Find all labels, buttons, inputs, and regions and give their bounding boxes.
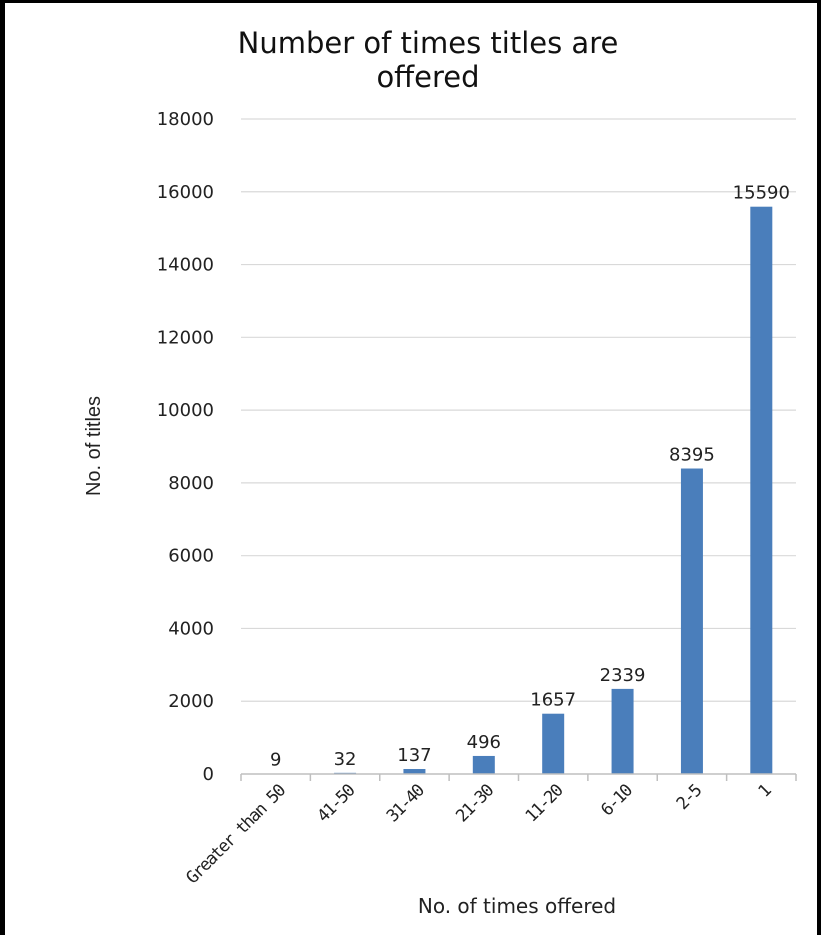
category-label: 1	[755, 781, 776, 802]
bar	[403, 769, 426, 774]
y-tick-label: 6000	[168, 546, 214, 567]
category-labels: Greater than 50 41-50 31-40 21-30 11-20 6-10 2…	[182, 781, 775, 889]
data-label: 9	[270, 750, 281, 771]
y-tick-label: 8000	[168, 473, 214, 494]
y-axis-ticks: 0 2000 4000 6000 8000 10000 12000 14000 16000 180…	[157, 109, 214, 785]
data-label: 15590	[733, 183, 790, 204]
chart-title: Number of times titles are offered	[238, 26, 619, 94]
data-label: 2339	[600, 665, 646, 686]
y-tick-label: 12000	[157, 327, 214, 348]
chart-title-line-1: Number of times titles are	[238, 26, 619, 60]
bar	[472, 755, 495, 774]
chart-title-line-2: offered	[376, 60, 479, 94]
category-label: Greater than 50	[182, 781, 290, 889]
category-label: 2-5	[673, 781, 706, 814]
category-label: 41-50	[314, 781, 360, 827]
data-label: 8395	[669, 445, 715, 466]
x-axis-title: No. of times offered	[418, 894, 616, 918]
bar	[611, 688, 634, 774]
y-axis-title: No. of titles	[83, 396, 105, 496]
y-tick-label: 14000	[157, 255, 214, 276]
y-tick-label: 16000	[157, 182, 214, 203]
y-tick-label: 18000	[157, 109, 214, 130]
y-tick-label: 0	[203, 764, 214, 785]
bar-chart: Number of times titles are offered 0 2000…	[83, 26, 797, 918]
category-label: 6-10	[597, 781, 637, 821]
category-label: 21-30	[452, 781, 498, 827]
y-tick-label: 10000	[157, 400, 214, 421]
x-axis	[240, 773, 797, 781]
y-tick-label: 2000	[168, 691, 214, 712]
data-labels: 9 32 137 496 1657 2339 8395 15590	[270, 183, 790, 771]
data-label: 32	[334, 749, 357, 770]
bar	[750, 206, 773, 775]
gridlines	[241, 118, 796, 702]
category-label: 11-20	[522, 781, 568, 827]
category-label: 31-40	[383, 781, 429, 827]
bars	[264, 206, 773, 775]
y-tick-label: 4000	[168, 618, 214, 639]
bar	[680, 468, 703, 774]
data-label: 1657	[530, 690, 576, 711]
data-label: 496	[467, 732, 501, 753]
data-label: 137	[397, 745, 431, 766]
bar	[542, 713, 565, 774]
